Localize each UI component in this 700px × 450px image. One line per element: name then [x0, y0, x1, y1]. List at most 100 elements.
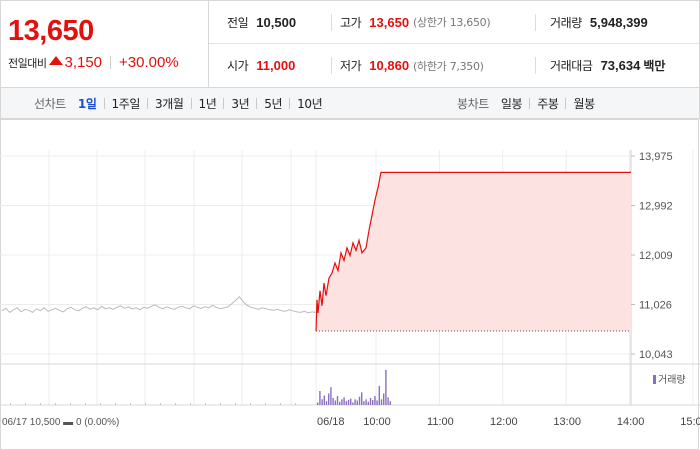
stat-sub: (하한가 7,350) [413, 59, 484, 73]
prev-volume-bar [25, 403, 26, 405]
x-tick-label: 15:00 [680, 416, 700, 428]
prev-volume-bar [190, 403, 191, 405]
tab-1week[interactable]: 1주일 [111, 96, 141, 111]
divider [331, 14, 332, 31]
stat-unit: 백만 [643, 59, 666, 73]
stat-value: 5,948,399 [589, 14, 648, 30]
candle-chart-tabs: 봉차트 일봉 주봉 월봉 [457, 88, 595, 118]
tab-3year[interactable]: 3년 [231, 96, 250, 111]
stat-label: 전일 [227, 15, 249, 30]
volume-bar [330, 387, 332, 405]
stat-label: 고가 [340, 15, 362, 30]
prev-volume-bar [115, 403, 116, 405]
prev-volume-bar [250, 403, 251, 405]
volume-bar [365, 399, 367, 405]
stat-value: 13,650 [369, 14, 410, 30]
divider [289, 97, 291, 109]
volume-bar [347, 399, 350, 405]
volume-bar [372, 399, 374, 405]
stat-value: 10,500 [256, 14, 297, 30]
tab-weekly-candle[interactable]: 주봉 [537, 96, 559, 111]
x-tick-label: 14:00 [617, 416, 645, 428]
prev-volume-bar [145, 403, 146, 405]
volume-bar [321, 399, 323, 405]
stat-high: 고가 13,650 (상한가 13,650) [340, 14, 491, 31]
divider [223, 97, 225, 109]
volume-bar [332, 398, 334, 405]
tab-monthly-candle[interactable]: 월봉 [573, 96, 595, 111]
prev-volume-bar [100, 403, 101, 405]
prev-volume-bar [295, 403, 296, 405]
stats-row-2: 시가 11,000 저가 10,860 (하한가 7,350) 거래대금 73,… [209, 44, 699, 87]
volume-bar [343, 397, 345, 405]
stat-label: 거래량 [550, 15, 582, 30]
tab-3month[interactable]: 3개월 [155, 96, 184, 111]
y-tick-label: 12,009 [639, 250, 673, 262]
stat-label: 저가 [340, 59, 362, 73]
x-tick-label: 06/18 [317, 416, 345, 428]
volume-bar [356, 400, 358, 405]
change-value: 3,150 [64, 54, 103, 71]
prev-volume-bar [235, 403, 236, 405]
stats-panel: 전일 10,500 고가 13,650 (상한가 13,650) 거래량 5,9… [209, 1, 699, 87]
tab-5year[interactable]: 5년 [264, 96, 283, 111]
y-tick-label: 10,043 [639, 349, 673, 361]
price-chart[interactable]: 13,975 12,992 12,009 11,026 10,043 거래량 06/18 10… [0, 119, 700, 450]
prev-volume-bar [220, 403, 221, 405]
candle-chart-title: 봉차트 [457, 96, 489, 111]
y-tick-label: 11,026 [639, 300, 672, 312]
tab-daily-candle[interactable]: 일봉 [500, 96, 523, 111]
today-area-fill [316, 172, 631, 331]
volume-bar [317, 402, 319, 405]
x-tick-label: 12:00 [490, 416, 518, 428]
volume-bar [380, 399, 383, 405]
prev-volume-bar [70, 403, 71, 405]
tab-1year[interactable]: 1년 [198, 96, 217, 111]
x-tick-label: 13:00 [553, 416, 581, 428]
stat-prev-close: 전일 10,500 [227, 14, 296, 31]
price-chart-area: 13,975 12,992 12,009 11,026 10,043 거래량 06/18 10… [0, 119, 700, 450]
change-row: 전일대비 3,150 +30.00% [8, 54, 179, 71]
volume-bar [387, 397, 389, 405]
prev-volume-bar [280, 403, 281, 405]
volume-bar [374, 396, 376, 405]
volume-bar [323, 395, 325, 405]
line-chart-title: 선차트 [34, 96, 66, 111]
prev-day-label: 06/17 10,500 ▬ 0 (0.00%) [2, 417, 119, 428]
stat-value: 11,000 [256, 58, 296, 73]
tab-10year[interactable]: 10년 [297, 96, 323, 111]
stat-amount: 거래대금 73,634 백만 [550, 57, 665, 74]
x-tick-label: 10:00 [363, 416, 391, 428]
volume-bar [358, 396, 361, 405]
tab-1day[interactable]: 1일 [77, 96, 97, 111]
volume-bar [361, 392, 363, 405]
divider [103, 97, 105, 109]
volume-bar [328, 393, 330, 405]
stat-open: 시가 11,000 [227, 57, 295, 74]
volume-bar [319, 391, 321, 405]
volume-bar [341, 399, 343, 405]
prev-volume-bar [265, 403, 266, 405]
stat-sub: (상한가 13,650) [413, 16, 491, 29]
volume-bar [389, 401, 391, 405]
quote-summary: 13,650 전일대비 3,150 +30.00% [1, 1, 209, 87]
volume-bar [369, 398, 372, 405]
volume-bar [345, 401, 347, 405]
prev-volume-bar [40, 403, 41, 405]
volume-bar [378, 385, 380, 405]
volume-bar [363, 401, 365, 405]
y-tick-label: 12,992 [639, 201, 673, 213]
stat-label: 거래대금 [550, 59, 593, 73]
divider [535, 57, 536, 74]
prev-volume-bar [130, 403, 131, 405]
prev-volume-bar [160, 403, 161, 405]
prev-day-line [1, 295, 317, 314]
stat-low: 저가 10,860 (하한가 7,350) [340, 57, 484, 74]
line-chart-tabs: 선차트 1일 1주일 3개월 1년 3년 5년 10년 [34, 88, 323, 118]
today-price-line [315, 171, 631, 332]
prev-volume-bar [55, 403, 56, 405]
divider [529, 97, 531, 109]
change-percent: +30.00% [119, 54, 179, 71]
divider [256, 97, 258, 109]
divider [110, 56, 112, 69]
